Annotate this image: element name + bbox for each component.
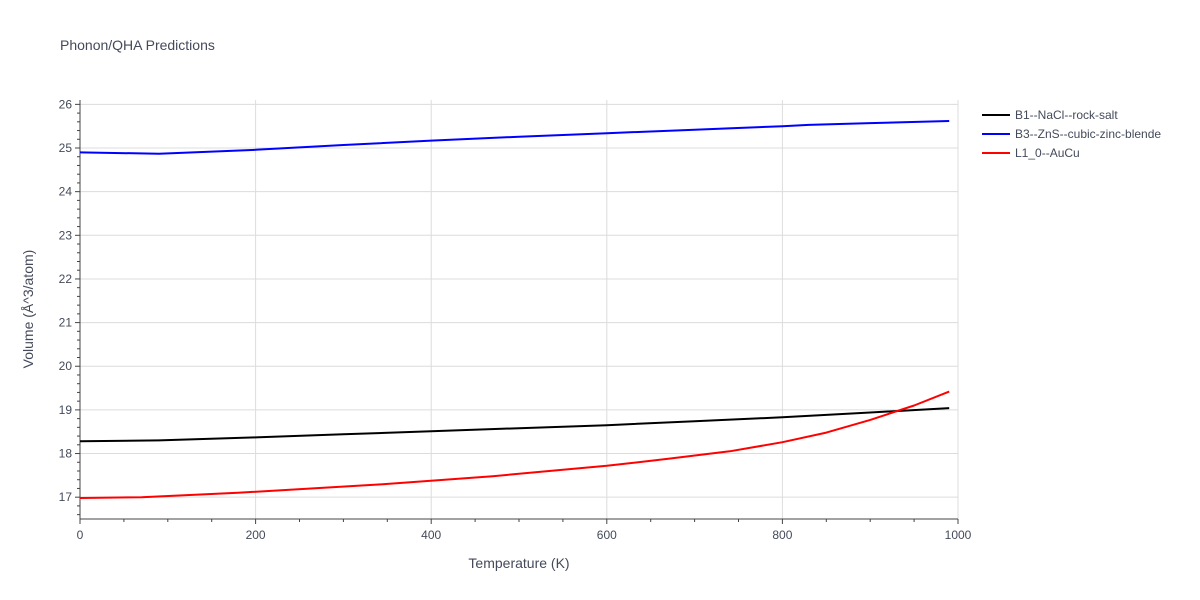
grid [80,100,959,519]
x-tick-label: 400 [421,528,441,542]
y-axis-label: Volume (Å^3/atom) [20,250,36,369]
y-tick-label: 25 [59,141,73,155]
legend-label-b1-nacl-rock-salt: B1--NaCl--rock-salt [1015,108,1118,122]
series-line-b1-nacl-rock-salt [79,407,950,443]
x-axis-label: Temperature (K) [468,555,569,571]
y-tick-label: 19 [59,403,73,417]
axes: 0 200 400 600 800 1000 17 18 19 20 21 22 23 24 25 26 [59,97,972,542]
x-tick-label: 1000 [945,528,972,542]
series-line-b3-zns-cubic-zinc-blende [79,120,950,155]
y-tick-label: 23 [59,228,73,242]
y-tick-label: 20 [59,359,73,373]
series-line-l1-0-aucu [79,390,950,499]
x-tick-label: 600 [597,528,617,542]
y-tick-label: 21 [59,316,73,330]
y-tick-label: 26 [59,97,73,111]
x-tick-label: 200 [246,528,266,542]
legend-label-l1-0-aucu: L1_0--AuCu [1015,146,1080,160]
x-tick-label: 0 [77,528,84,542]
chart-title: Phonon/QHA Predictions [60,37,215,53]
series-lines [79,120,950,499]
y-tick-label: 17 [59,490,73,504]
y-tick-label: 22 [59,272,73,286]
legend-label-b3-zns-cubic-zinc-blende: B3--ZnS--cubic-zinc-blende [1015,127,1161,141]
y-tick-label: 18 [59,447,73,461]
y-tick-label: 24 [59,185,73,199]
x-tick-label: 800 [772,528,792,542]
legend: B1--NaCl--rock-salt B3--ZnS--cubic-zinc-b… [982,108,1161,160]
